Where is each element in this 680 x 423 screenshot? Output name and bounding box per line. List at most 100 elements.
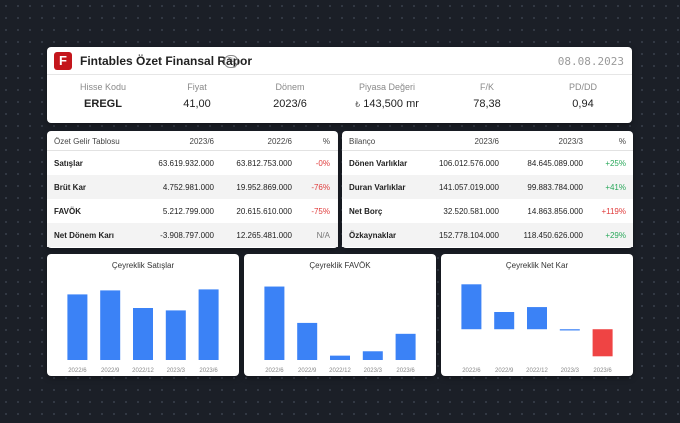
kpi-value: 78,38 [473,98,501,110]
kpi-label: Fiyat [187,82,207,92]
row-label: FAVÖK [54,207,81,216]
chart-bar [395,333,416,360]
change-percent: +41% [605,183,626,192]
report-title: Fintables Özet Finansal Rapor [80,54,253,68]
column-header: 2023/6 [189,137,214,146]
kpi-value: EREGL [84,98,122,110]
chart-bar [330,355,350,360]
x-tick-label: 2022/6 [68,368,87,374]
previous-value: 20.615.610.000 [236,207,292,216]
kpi-pe: F/K 78,38 [452,82,522,110]
table-row: Özkaynaklar 152.778.104.000 118.450.626.… [342,223,633,247]
x-tick-label: 2023/6 [199,368,218,374]
change-percent: N/A [316,231,330,240]
income-statement-table: Özet Gelir Tablosu 2023/6 2022/6 % Satış… [47,131,338,248]
chart-title: Çeyreklik Net Kar [505,261,569,270]
chart-title: Çeyreklik FAVÖK [309,261,371,270]
x-tick-label: 2023/6 [593,368,612,374]
report-header-card: F Fintables Özet Finansal Rapor TL 08.08… [47,47,632,123]
quarterly-ebitda-chart: Çeyreklik FAVÖK 2022/6 2022/9 2022/12 2023/… [244,254,436,376]
x-tick-label: 2022/9 [298,368,317,374]
previous-value: 63.812.753.000 [236,159,292,168]
kpi-label: Dönem [275,82,305,92]
report-header-bar: F Fintables Özet Finansal Rapor TL 08.08… [47,47,632,75]
chart-bar [362,351,383,360]
market-cap-value: 143,500 mr [363,98,419,110]
row-label: Net Dönem Karı [54,231,115,240]
kpi-period: Dönem 2023/6 [255,82,325,110]
chart-bar [67,294,88,360]
kpi-pb: PD/DD 0,94 [548,82,618,110]
column-header: 2023/3 [558,137,583,146]
change-percent: +25% [605,159,626,168]
previous-value: 118.450.626.000 [523,231,583,240]
current-value: -3.908.797.000 [160,231,214,240]
kpi-label: Piyasa Değeri [358,82,416,92]
previous-value: 12.265.481.000 [236,231,292,240]
table-row: Brüt Kar 4.752.981.000 19.952.869.000 -7… [47,175,338,199]
table-title: Özet Gelir Tablosu [54,137,120,146]
row-label: Duran Varlıklar [349,183,406,192]
currency-badge[interactable]: TL [224,55,238,68]
x-tick-label: 2022/9 [495,368,514,374]
kpi-label: Hisse Kodu [79,82,127,92]
chart-canvas: 2022/6 2022/9 2022/12 2023/3 2023/6 [67,289,219,374]
fintables-logo: F [54,52,72,70]
table-row: Dönen Varlıklar 106.012.576.000 84.645.0… [342,151,633,175]
current-value: 152.778.104.000 [438,231,499,240]
change-percent: -75% [311,207,330,216]
row-label: Satışlar [54,159,83,168]
chart-canvas: 2022/6 2022/9 2022/12 2023/3 2023/6 [264,286,416,374]
x-tick-label: 2022/6 [265,368,284,374]
current-value: 5.212.799.000 [162,207,214,216]
kpi-price: Fiyat 41,00 [162,82,232,110]
change-percent: -0% [315,159,330,168]
lira-icon: ₺ [355,100,361,109]
current-value: 63.619.932.000 [158,159,214,168]
chart-bar [592,329,613,357]
x-tick-label: 2022/6 [462,368,481,374]
chart-title: Çeyreklik Satışlar [111,261,175,270]
report-date: 08.08.2023 [557,55,624,68]
kpi-label: F/K [479,82,494,92]
x-tick-label: 2023/6 [396,368,415,374]
previous-value: 14.863.856.000 [527,207,583,216]
kpi-value: 2023/6 [273,98,307,110]
x-tick-label: 2022/12 [329,368,351,374]
column-header: 2022/6 [267,137,292,146]
table-header: Bilanço 2023/6 2023/3 % [342,131,633,151]
previous-value: 84.645.089.000 [527,159,583,168]
chart-canvas: 2022/6 2022/9 2022/12 2023/3 2023/6 [461,284,613,374]
table-title: Bilanço [349,137,376,146]
current-value: 32.520.581.000 [443,207,499,216]
chart-bar [527,307,547,330]
kpi-value: 0,94 [572,98,594,110]
x-tick-label: 2022/12 [132,368,154,374]
chart-bar [133,308,153,360]
kpi-value: ₺ 143,500 mr [342,98,432,110]
x-tick-label: 2023/3 [364,368,383,374]
column-header: % [618,137,626,146]
table-row: Satışlar 63.619.932.000 63.812.753.000 -… [47,151,338,175]
x-tick-label: 2023/3 [167,368,186,374]
chart-bar [559,329,580,331]
quarterly-sales-chart: Çeyreklik Satışlar 2022/6 2022/9 2022/12 20… [47,254,239,376]
balance-sheet-table: Bilanço 2023/6 2023/3 % Dönen Varlıklar … [342,131,633,248]
row-label: Özkaynaklar [349,231,397,240]
chart-bar [198,289,219,360]
change-percent: -76% [311,183,330,192]
current-value: 4.752.981.000 [162,183,214,192]
change-percent: +29% [605,231,626,240]
x-tick-label: 2022/9 [101,368,120,374]
current-value: 141.057.019.000 [438,183,499,192]
chart-bar [165,310,186,360]
row-label: Dönen Varlıklar [349,159,408,168]
previous-value: 19.952.869.000 [236,183,292,192]
change-percent: +119% [601,207,626,216]
kpi-ticker: Hisse Kodu EREGL [68,82,138,110]
kpi-label: PD/DD [568,82,597,92]
chart-bar [461,284,482,330]
kpi-market-cap: Piyasa Değeri ₺ 143,500 mr [342,82,432,110]
chart-bar [297,322,318,360]
x-tick-label: 2023/3 [561,368,580,374]
